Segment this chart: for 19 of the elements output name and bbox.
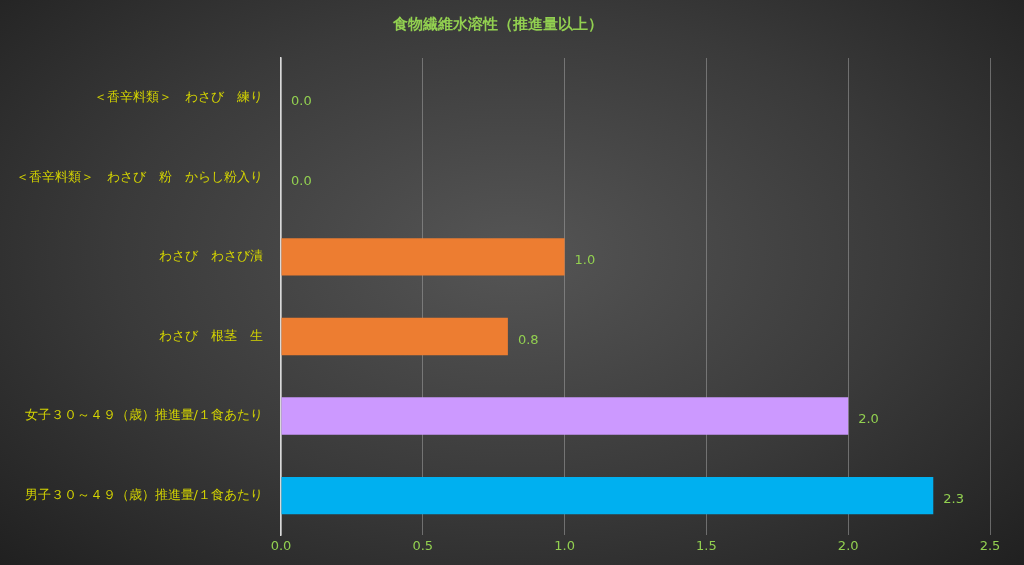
- x-tick-label: 1.0: [554, 537, 575, 553]
- y-tick-label: ＜香辛料類＞ わさび 粉 からし粉入り: [16, 168, 263, 184]
- x-tick-label: 1.5: [696, 537, 717, 553]
- data-label: 0.8: [517, 331, 539, 347]
- data-label: 2.3: [943, 490, 964, 506]
- data-label: 0.0: [291, 93, 312, 109]
- data-label: 1.0: [574, 252, 596, 268]
- data-label: 0.0: [291, 172, 312, 188]
- x-tick-label: 0.0: [270, 537, 292, 553]
- x-tick-label: 0.5: [412, 537, 434, 553]
- y-tick-label: ＜香辛料類＞ わさび 練り: [94, 89, 263, 105]
- y-tick-label: わさび わさび漬: [159, 248, 263, 264]
- x-tick-label: 2.5: [979, 537, 1001, 553]
- y-tick-label: 男子３０～４９（歳）推進量/１食あたり: [24, 486, 263, 502]
- chart-title: 食物繊維水溶性（推進量以上）: [392, 14, 603, 33]
- y-tick-label: 女子３０～４９（歳）推進量/１食あたり: [24, 407, 263, 423]
- x-tick-label: 2.0: [837, 537, 859, 553]
- y-tick-label: わさび 根茎 生: [159, 327, 263, 343]
- data-label: 2.0: [858, 411, 879, 427]
